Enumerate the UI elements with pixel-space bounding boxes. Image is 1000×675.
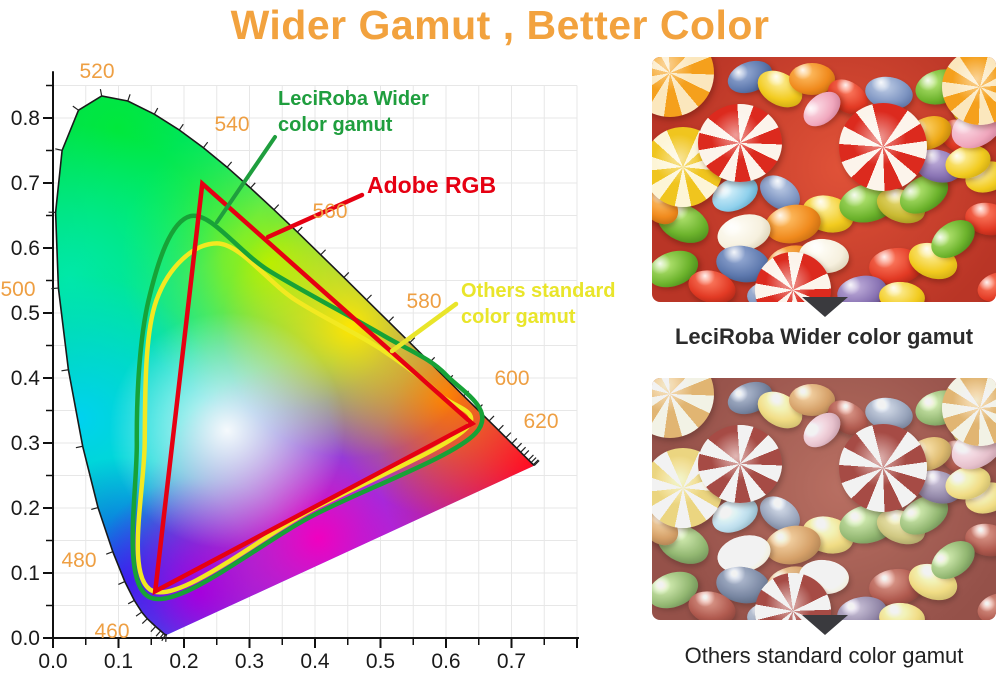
svg-text:0.4: 0.4 — [300, 650, 330, 673]
svg-text:540: 540 — [214, 113, 249, 136]
caption-wide-gamut: LeciRoba Wider color gamut — [674, 324, 974, 349]
svg-text:0.8: 0.8 — [11, 107, 40, 130]
svg-text:0.7: 0.7 — [497, 650, 526, 673]
svg-text:0.1: 0.1 — [104, 650, 133, 673]
svg-text:480: 480 — [61, 549, 96, 572]
swirl-candy — [652, 57, 714, 117]
jelly-bean — [973, 588, 996, 620]
annotation-leciroba: LeciRoba Wider color gamut — [278, 88, 429, 136]
candy-image-standard-gamut — [652, 378, 996, 620]
svg-text:460: 460 — [94, 620, 129, 643]
candy-image-wide-gamut — [652, 57, 996, 302]
caption-standard-gamut: Others standard color gamut — [684, 643, 964, 668]
svg-text:520: 520 — [79, 60, 114, 83]
svg-text:0.6: 0.6 — [11, 237, 40, 260]
svg-text:560: 560 — [312, 200, 347, 223]
svg-text:0.4: 0.4 — [11, 367, 41, 390]
swirl-candy — [839, 424, 927, 512]
svg-text:600: 600 — [494, 367, 529, 390]
annotation-others: Others standard color gamut — [461, 280, 616, 328]
svg-text:0.5: 0.5 — [366, 650, 395, 673]
swirl-candy — [839, 103, 927, 191]
svg-text:0.2: 0.2 — [11, 497, 40, 520]
svg-text:0.5: 0.5 — [11, 302, 40, 325]
svg-text:0.3: 0.3 — [11, 432, 40, 455]
svg-text:0.3: 0.3 — [235, 650, 264, 673]
svg-text:0.2: 0.2 — [169, 650, 198, 673]
annotation-adobe-rgb: Adobe RGB — [367, 172, 497, 198]
svg-text:620: 620 — [523, 410, 558, 433]
svg-text:0.0: 0.0 — [38, 650, 67, 673]
svg-text:0.6: 0.6 — [431, 650, 460, 673]
jelly-bean — [973, 267, 996, 302]
swirl-candy — [698, 104, 782, 182]
svg-text:0.7: 0.7 — [11, 172, 40, 195]
swirl-candy — [652, 378, 714, 438]
swirl-candy — [942, 57, 996, 125]
page-title: Wider Gamut , Better Color — [230, 2, 770, 48]
swirl-candy — [942, 378, 996, 446]
pointer-triangle-wide — [802, 297, 848, 317]
swirl-candy — [698, 425, 782, 503]
svg-text:0.0: 0.0 — [11, 627, 40, 650]
svg-text:0.1: 0.1 — [11, 562, 40, 585]
pointer-triangle-standard — [802, 615, 848, 635]
svg-text:580: 580 — [406, 290, 441, 313]
svg-text:500: 500 — [0, 278, 35, 301]
